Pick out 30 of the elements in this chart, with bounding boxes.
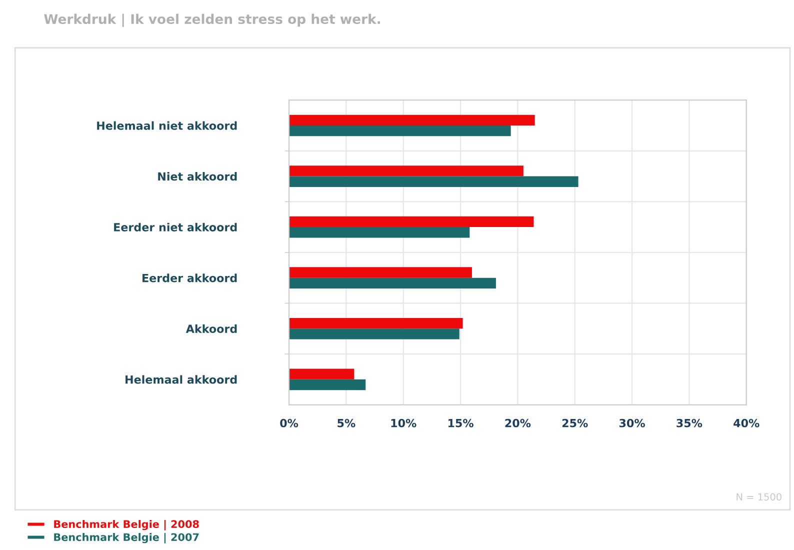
y-tick-label: Niet akkoord (158, 172, 237, 181)
bar (289, 227, 470, 238)
bar (289, 176, 578, 187)
bar (289, 318, 463, 329)
y-tick-label: Helemaal akkoord (126, 375, 237, 384)
y-tick-label: Eerder niet akkoord (114, 222, 237, 232)
bar (289, 379, 366, 390)
legend-label: Benchmark Belgie | 2007 (54, 532, 199, 544)
bar (289, 114, 535, 126)
bar (289, 328, 460, 340)
x-tick-label: 15% (448, 418, 474, 428)
x-tick-label: 25% (562, 418, 588, 428)
bar (289, 166, 524, 176)
x-tick-label: 5% (338, 418, 356, 428)
bar (289, 278, 496, 289)
y-tick-label: Akkoord (186, 324, 237, 334)
bar (289, 368, 354, 380)
y-tick-label: Helemaal niet akkoord (97, 121, 237, 130)
x-tick-label: 20% (505, 418, 531, 428)
bar (289, 216, 534, 228)
bar (289, 125, 511, 136)
x-tick-label: 35% (676, 418, 702, 428)
x-tick-label: 0% (280, 418, 298, 428)
legend-label: Benchmark Belgie | 2008 (54, 520, 199, 530)
chart-title: Werkdruk | Ik voel zelden stress op het werk. (44, 14, 380, 27)
y-tick-label: Eerder akkoord (142, 274, 237, 282)
x-tick-label: 40% (734, 418, 760, 428)
bar (289, 267, 472, 278)
x-tick-label: 30% (619, 418, 645, 428)
x-tick-label: 10% (391, 418, 416, 428)
